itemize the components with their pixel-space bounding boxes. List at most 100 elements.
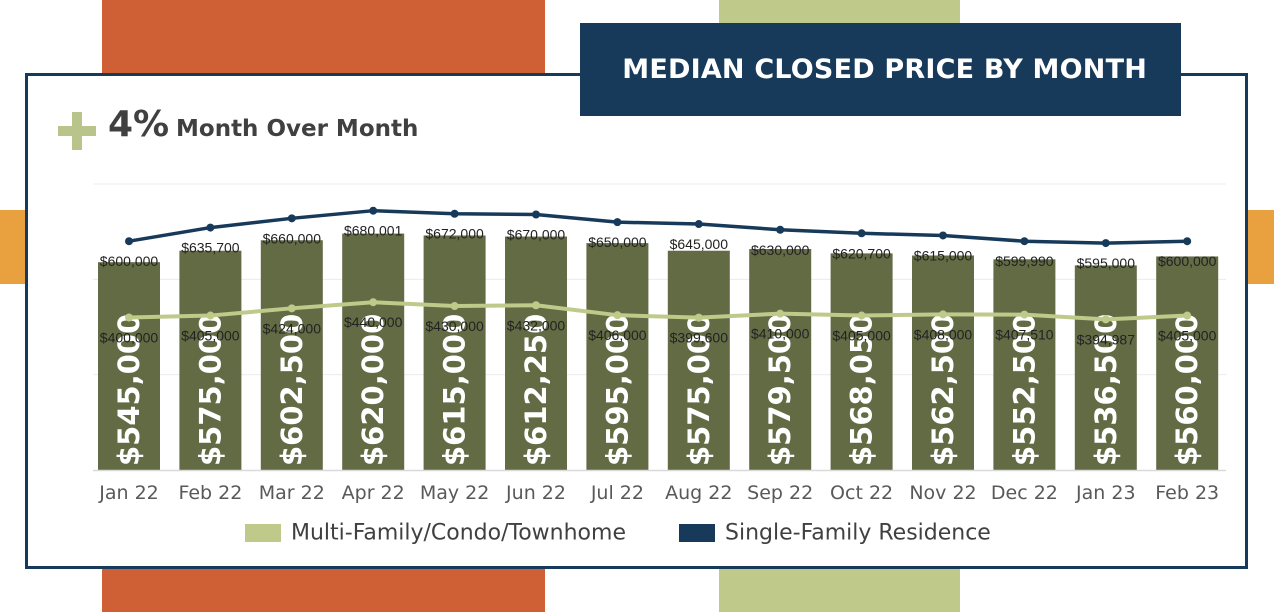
legend-swatch-single (679, 524, 715, 542)
series-1-point-5 (532, 301, 540, 310)
series-0-point-9 (857, 229, 866, 238)
series-0-point-2 (287, 214, 296, 223)
series-0-point-11 (1020, 237, 1029, 246)
x-tick-label-6: Jul 22 (590, 482, 644, 504)
series-1-label-5: $432,000 (507, 317, 566, 333)
series-1-label-0: $400,000 (100, 329, 159, 345)
headline-percent: 4% (108, 104, 170, 145)
x-tick-label-8: Sep 22 (747, 482, 813, 504)
bar-5 (505, 236, 567, 470)
series-1-label-4: $430,000 (425, 318, 484, 334)
x-tick-label-7: Aug 22 (665, 482, 732, 504)
x-tick-label-9: Oct 22 (830, 482, 893, 504)
bar-value-label-5: $612,250 (519, 314, 553, 466)
series-0-label-4: $672,000 (425, 226, 484, 242)
series-1-label-11: $407,510 (995, 327, 1054, 343)
bar-value-label-10: $562,500 (926, 314, 960, 466)
bar-10 (912, 255, 974, 470)
bar-value-label-6: $595,000 (600, 314, 634, 466)
bar-11 (993, 259, 1056, 470)
series-1-label-7: $399,600 (670, 330, 729, 346)
series-0-point-8 (776, 225, 785, 234)
series-line-0 (127, 208, 1189, 245)
bar-12 (1074, 265, 1137, 470)
legend-label-single: Single-Family Residence (725, 520, 991, 546)
decor-block-orange-right (1244, 210, 1274, 284)
bar-13 (1156, 256, 1219, 470)
series-0-label-2: $660,000 (263, 230, 322, 246)
series-0-label-8: $630,000 (751, 242, 810, 258)
chart-title: MEDIAN CLOSED PRICE BY MONTH (622, 54, 1147, 85)
series-1-point-8 (776, 309, 785, 318)
series-0-point-7 (694, 220, 703, 229)
plus-icon (58, 112, 96, 150)
series-1-label-6: $406,000 (588, 327, 647, 343)
bar-7 (667, 250, 730, 470)
legend-swatch-multi (245, 524, 281, 542)
bar-6 (586, 243, 649, 470)
x-tick-label-13: Feb 23 (1155, 482, 1219, 504)
series-1-point-0 (125, 313, 133, 322)
series-1-point-1 (206, 311, 215, 320)
series-0-point-3 (369, 206, 378, 215)
bar-0 (98, 262, 160, 470)
decor-block-orange-top (102, 0, 545, 80)
bar-value-label-2: $602,500 (275, 314, 309, 466)
series-1-label-3: $440,000 (344, 314, 403, 330)
series-1-label-8: $410,000 (751, 326, 810, 342)
x-tick-label-5: Jun 22 (505, 482, 566, 504)
bar-3 (342, 233, 405, 470)
series-1-point-9 (857, 311, 866, 320)
series-1-point-7 (694, 313, 703, 322)
x-tick-label-10: Nov 22 (909, 482, 976, 504)
legend-item-multi: Multi-Family/Condo/Townhome (245, 520, 626, 550)
series-0-label-11: $599,990 (995, 253, 1054, 269)
series-1-point-3 (369, 298, 378, 307)
bar-value-label-9: $568,050 (845, 314, 879, 466)
series-1-label-12: $394,987 (1077, 331, 1136, 347)
series-0-point-13 (1183, 237, 1192, 246)
series-1-point-10 (939, 310, 947, 319)
series-line-1 (127, 300, 1190, 322)
series-1-label-13: $405,000 (1158, 328, 1217, 344)
series-0-label-13: $600,000 (1158, 253, 1217, 269)
x-tick-label-12: Jan 23 (1075, 482, 1136, 504)
bar-value-label-7: $575,000 (682, 314, 716, 466)
series-1-point-11 (1020, 310, 1029, 319)
bar-value-label-1: $575,000 (193, 314, 227, 466)
series-0-label-3: $680,001 (344, 223, 403, 239)
series-0-point-0 (125, 237, 133, 246)
series-0-label-1: $635,700 (181, 240, 240, 256)
x-tick-label-4: May 22 (420, 482, 490, 504)
series-0-label-12: $595,000 (1077, 255, 1136, 271)
bar-2 (260, 240, 323, 470)
bar-value-label-13: $560,000 (1170, 314, 1204, 466)
bar-value-label-3: $620,000 (356, 314, 390, 466)
bar-value-label-4: $615,000 (438, 314, 472, 466)
series-1-label-9: $405,000 (832, 328, 891, 344)
series-1-point-12 (1101, 315, 1110, 324)
bar-9 (830, 253, 893, 470)
legend-label-multi: Multi-Family/Condo/Townhome (291, 520, 626, 546)
legend-item-single: Single-Family Residence (679, 520, 991, 550)
bar-value-label-0: $545,000 (112, 314, 146, 466)
series-1-label-2: $424,000 (263, 320, 322, 336)
bar-value-label-11: $552,500 (1007, 314, 1041, 466)
series-1-point-13 (1183, 311, 1192, 320)
series-0-label-10: $615,000 (914, 247, 973, 263)
title-banner: MEDIAN CLOSED PRICE BY MONTH (580, 23, 1181, 116)
series-0-label-6: $650,000 (588, 234, 647, 250)
x-tick-label-3: Apr 22 (342, 482, 405, 504)
series-0-point-1 (206, 223, 215, 232)
x-tick-label-11: Dec 22 (991, 482, 1058, 504)
series-0-point-5 (532, 210, 540, 219)
series-0-point-4 (450, 209, 459, 218)
series-1-label-1: $405,000 (181, 328, 240, 344)
x-tick-label-1: Feb 22 (178, 482, 242, 504)
series-1-point-6 (613, 311, 622, 320)
series-0-point-10 (939, 231, 947, 240)
bar-value-label-12: $536,500 (1089, 314, 1123, 466)
series-1-point-4 (450, 302, 459, 311)
bar-4 (423, 235, 486, 470)
